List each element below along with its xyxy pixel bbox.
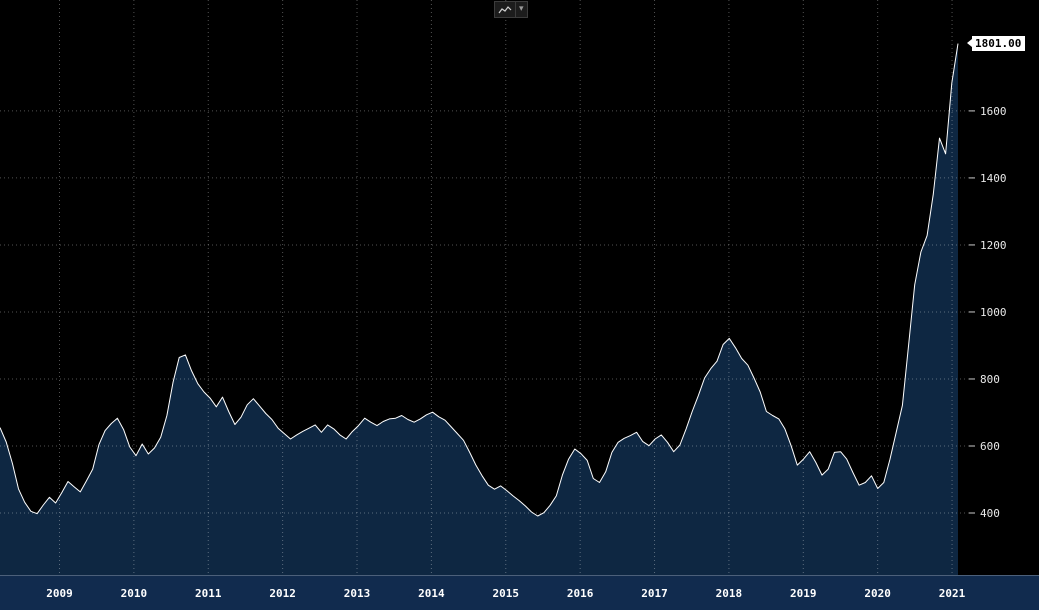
x-axis-label: 2017	[641, 587, 668, 600]
chart-type-dropdown[interactable]: ▾	[515, 2, 527, 17]
x-axis-band	[0, 575, 1039, 610]
x-axis-label: 2018	[716, 587, 743, 600]
y-axis-label: 1600	[980, 105, 1007, 118]
x-axis-label: 2019	[790, 587, 817, 600]
y-axis-label: 800	[980, 373, 1000, 386]
x-axis-label: 2021	[939, 587, 966, 600]
x-axis-label: 2011	[195, 587, 222, 600]
x-axis-label: 2010	[121, 587, 148, 600]
x-axis-label: 2016	[567, 587, 594, 600]
x-axis-label: 2020	[864, 587, 891, 600]
area-fill	[0, 43, 958, 576]
x-axis-label: 2014	[418, 587, 445, 600]
price-line	[0, 43, 959, 517]
price-tag-arrow-icon	[967, 39, 972, 48]
line-chart-icon	[498, 5, 512, 13]
x-axis-label: 2015	[493, 587, 520, 600]
x-axis-label: 2012	[269, 587, 296, 600]
x-axis-label: 2013	[344, 587, 371, 600]
y-axis-label: 1400	[980, 172, 1007, 185]
y-axis-label: 600	[980, 440, 1000, 453]
y-axis-label: 400	[980, 507, 1000, 520]
chart-type-button[interactable]	[495, 2, 515, 17]
last-price-value: 1801.00	[975, 36, 1022, 50]
chart-toolbar: ▾	[494, 1, 528, 18]
y-axis-label: 1000	[980, 306, 1007, 319]
y-axis-label: 1200	[980, 239, 1007, 252]
chevron-down-icon: ▾	[519, 4, 524, 14]
x-axis-label: 2009	[46, 587, 73, 600]
last-price-tag: 1801.00	[967, 35, 1026, 51]
